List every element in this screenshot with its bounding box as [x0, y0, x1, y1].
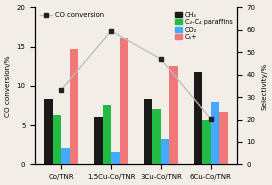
Bar [53, 115, 61, 164]
Bar [152, 110, 161, 164]
Y-axis label: Selectivity/%: Selectivity/% [261, 62, 267, 110]
Bar [44, 99, 53, 164]
Bar [219, 112, 228, 164]
Bar [144, 99, 152, 164]
Legend: CH₄, C₂-C₄ paraffins, CO₂, C₅+: CH₄, C₂-C₄ paraffins, CO₂, C₅+ [174, 11, 234, 41]
Bar [70, 49, 78, 164]
Bar [194, 72, 202, 164]
Bar [161, 139, 169, 164]
Y-axis label: CO conversion/%: CO conversion/% [5, 55, 11, 117]
Bar [169, 66, 178, 164]
Bar [103, 105, 111, 164]
Bar [202, 120, 211, 164]
Bar [94, 117, 103, 164]
Bar [120, 38, 128, 164]
Bar [61, 148, 70, 164]
Bar [211, 102, 219, 164]
Legend: CO conversion: CO conversion [39, 11, 105, 19]
Bar [111, 152, 120, 164]
